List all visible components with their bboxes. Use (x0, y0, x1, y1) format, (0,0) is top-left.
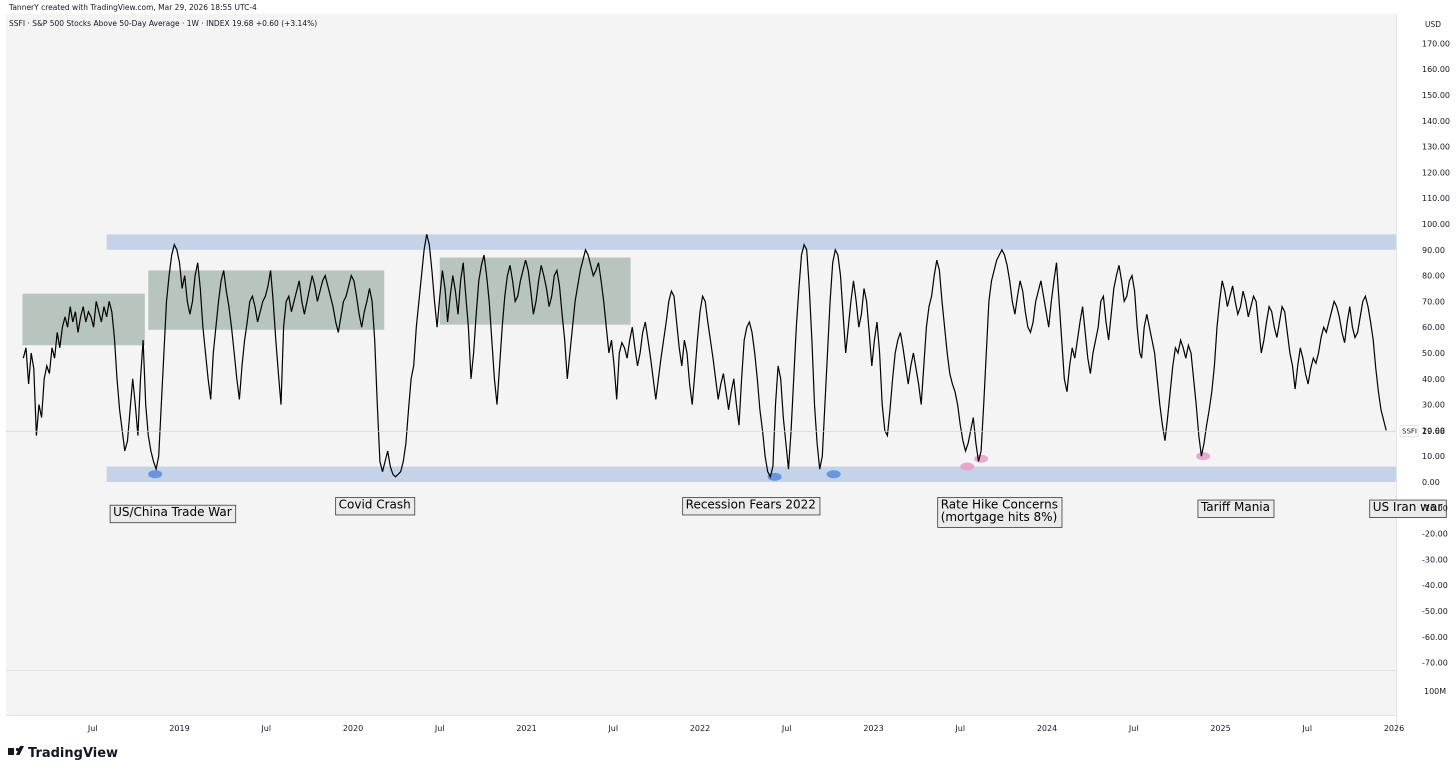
series-line-group (22, 234, 1387, 479)
price-tick-7: 100.00 (1422, 220, 1450, 229)
price-tick-24: -70.00 (1422, 659, 1448, 668)
last-price-symbol: SSFI (1402, 428, 1417, 436)
annotation-text-5-0: US Iran war (1373, 500, 1443, 514)
price-axis[interactable]: 170.00 160.00 150.00 140.00 130.00 120.00 110.… (1422, 39, 1450, 667)
time-tick-11: 2024 (1037, 724, 1057, 733)
time-tick-12: Jul (1128, 724, 1139, 733)
time-tick-10: Jul (954, 724, 965, 733)
time-tick-8: Jul (781, 724, 792, 733)
time-tick-1: 2019 (169, 724, 189, 733)
price-tick-1: 160.00 (1422, 65, 1450, 74)
price-tick-20: -30.00 (1422, 555, 1448, 564)
annotation-text-2-0: Recession Fears 2022 (686, 497, 816, 511)
credit-text: TannerY created with TradingView.com, Ma… (8, 3, 257, 12)
annotation-box-5 (1369, 499, 1447, 518)
price-tick-17: 0.00 (1422, 478, 1440, 487)
price-tick-8: 90.00 (1422, 246, 1445, 255)
price-tick-5: 120.00 (1422, 168, 1450, 177)
time-tick-2: Jul (260, 724, 271, 733)
annotation-text-0-0: US/China Trade War (113, 505, 232, 519)
price-tick-21: -40.00 (1422, 581, 1448, 590)
volume-pane[interactable] (6, 671, 1396, 715)
logo-mark-t (8, 748, 14, 755)
brand-name: TradingView (28, 746, 118, 761)
series-line (22, 234, 1387, 479)
time-tick-0: Jul (87, 724, 98, 733)
time-tick-4: Jul (434, 724, 445, 733)
brand-logo (8, 746, 24, 755)
currency-label[interactable]: USD (1425, 20, 1441, 29)
price-tick-19: -20.00 (1422, 530, 1448, 539)
annotation-text-1-0: Covid Crash (339, 497, 411, 511)
time-tick-15: 2026 (1384, 724, 1404, 733)
price-tick-4: 130.00 (1422, 143, 1450, 152)
price-tick-12: 50.00 (1422, 349, 1445, 358)
volume-scale-label: 100M (1424, 687, 1446, 696)
annotation-box-3 (937, 497, 1063, 528)
last-price-value: 19.68 (1422, 427, 1445, 436)
price-tick-0: 170.00 (1422, 39, 1450, 48)
price-tick-18: -10.00 (1422, 504, 1448, 513)
annotation-0: US/China Trade War (109, 504, 237, 524)
annotation-5: US Iran war (1369, 499, 1447, 518)
price-tick-13: 40.00 (1422, 375, 1445, 384)
time-tick-13: 2025 (1210, 724, 1230, 733)
price-tick-6: 110.00 (1422, 194, 1450, 203)
time-tick-14: Jul (1301, 724, 1312, 733)
marker-5 (1196, 452, 1211, 461)
annotation-box-2 (682, 497, 821, 516)
annotation-4: Tariff Mania (1197, 499, 1275, 518)
price-tick-10: 70.00 (1422, 297, 1445, 306)
last-price-label: SSFI 19.68 (1399, 425, 1445, 438)
price-tick-3: 140.00 (1422, 117, 1450, 126)
price-tick-23: -60.00 (1422, 633, 1448, 642)
annotations: US/China Trade War Covid Crash Recession F… (109, 497, 1447, 528)
time-tick-9: 2023 (863, 724, 883, 733)
support-resistance-band-1 (106, 466, 1396, 482)
time-axis[interactable]: Jul 2019 Jul 2020 Jul 2021 Jul 2022 Jul 2023 Jul 20… (87, 724, 1456, 733)
price-tick-14: 30.00 (1422, 401, 1445, 410)
marker-3 (960, 462, 975, 471)
range-box-0 (22, 293, 145, 346)
time-tick-5: 2021 (516, 724, 536, 733)
annotation-3: Rate Hike Concerns(mortgage hits 8%) (937, 497, 1063, 528)
marker-0 (148, 470, 163, 479)
annotation-text-3-0: Rate Hike Concerns (941, 497, 1058, 511)
marker-2 (826, 470, 841, 479)
annotation-box-4 (1197, 499, 1275, 518)
last-price-symbol-box (1399, 425, 1419, 438)
time-tick-3: 2020 (343, 724, 363, 733)
annotation-box-0 (109, 504, 237, 524)
marker-4 (974, 454, 989, 463)
annotation-text-4-0: Tariff Mania (1200, 500, 1270, 514)
range-boxes (22, 257, 631, 346)
price-tick-9: 80.00 (1422, 272, 1445, 281)
price-tick-11: 60.00 (1422, 323, 1445, 332)
annotation-1: Covid Crash (335, 497, 416, 516)
main-pane[interactable] (6, 14, 1396, 670)
logo-mark-v (16, 746, 24, 755)
price-tick-15: 20.00 (1422, 426, 1445, 435)
annotation-2: Recession Fears 2022 (682, 497, 821, 516)
markers (148, 452, 1211, 481)
price-tick-2: 150.00 (1422, 91, 1450, 100)
time-tick-6: Jul (607, 724, 618, 733)
symbol-legend[interactable]: SSFI · S&P 500 Stocks Above 50-Day Avera… (9, 19, 317, 28)
price-tick-22: -50.00 (1422, 607, 1448, 616)
time-tick-7: 2022 (690, 724, 710, 733)
support-resistance-band-0 (106, 234, 1396, 250)
annotation-text-3-1: (mortgage hits 8%) (941, 510, 1058, 524)
price-tick-16: 10.00 (1422, 452, 1445, 461)
annotation-box-1 (335, 497, 416, 516)
